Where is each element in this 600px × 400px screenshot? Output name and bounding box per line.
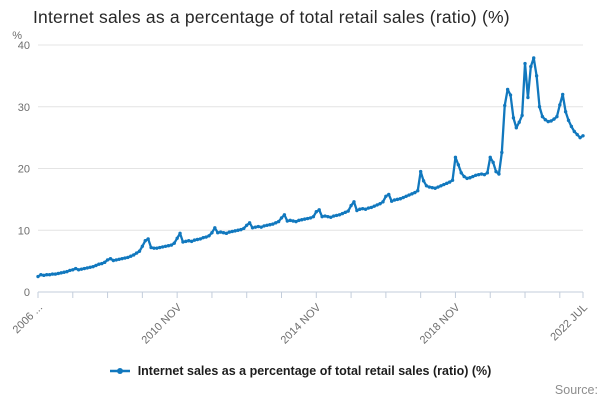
x-axis [37, 291, 584, 298]
series-line[interactable] [36, 56, 585, 279]
svg-text:0: 0 [24, 287, 30, 299]
page-title: Internet sales as a percentage of total … [33, 7, 510, 27]
x-axis-labels: 2006 ... 2010 NOV 2014 NOV 2018 NOV 2022 JUL [11, 301, 590, 346]
svg-text:%: % [12, 30, 22, 42]
svg-text:40: 40 [18, 40, 30, 52]
svg-text:2018 NOV: 2018 NOV [418, 301, 463, 346]
chart-canvas[interactable]: 0 10 20 30 40% 2006 ... 2010 NOV 2014 NOV 2018 … [0, 0, 600, 352]
svg-text:10: 10 [18, 225, 30, 237]
source-label: Source: [554, 383, 598, 397]
svg-text:20: 20 [18, 164, 30, 176]
y-gridlines [38, 44, 583, 231]
svg-text:30: 30 [18, 102, 30, 114]
svg-text:2006 ...: 2006 ... [11, 302, 45, 336]
legend-label: Internet sales as a percentage of total … [137, 364, 492, 378]
svg-text:2014 NOV: 2014 NOV [279, 301, 324, 346]
legend[interactable]: Internet sales as a percentage of total … [0, 362, 600, 380]
legend-line-marker-icon [109, 368, 130, 374]
svg-text:2022 JUL: 2022 JUL [548, 302, 590, 344]
y-axis-labels: 0 10 20 30 40% [12, 30, 30, 299]
svg-text:2010 NOV: 2010 NOV [139, 301, 184, 346]
